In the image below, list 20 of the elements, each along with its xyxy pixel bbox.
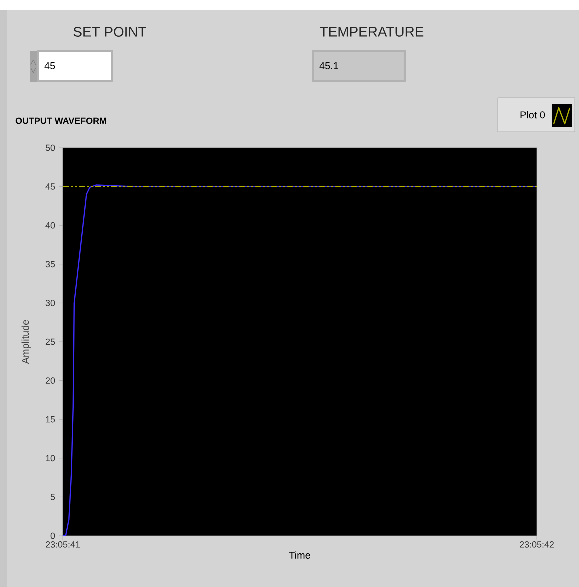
y-axis-title: Amplitude <box>22 320 32 364</box>
y-tick-label: 40 <box>46 222 56 229</box>
y-tick-label: 10 <box>46 455 56 462</box>
y-tick-label: 0 <box>50 532 56 540</box>
legend-label: Plot 0 <box>520 111 546 119</box>
y-tick-label: 45 <box>46 184 56 190</box>
x-axis-title: Time <box>289 552 310 560</box>
y-tick-label: 50 <box>46 144 56 152</box>
y-tick-label: 35 <box>46 261 56 268</box>
y-tick-label: 25 <box>46 338 56 346</box>
text: SET POINT <box>74 27 146 37</box>
y-tick-label: 15 <box>46 416 56 423</box>
chart-title: OUTPUT WAVEFORM <box>16 118 106 124</box>
x-tick-label: 23:05:42 <box>520 542 554 548</box>
text: 45.1 <box>320 62 338 70</box>
y-tick-label: 5 <box>50 494 56 500</box>
y-tick-label: 30 <box>46 300 56 306</box>
x-tick-label: 23:05:41 <box>46 542 80 548</box>
y-tick-label: 20 <box>46 378 56 384</box>
text: TEMPERATURE <box>320 27 424 37</box>
